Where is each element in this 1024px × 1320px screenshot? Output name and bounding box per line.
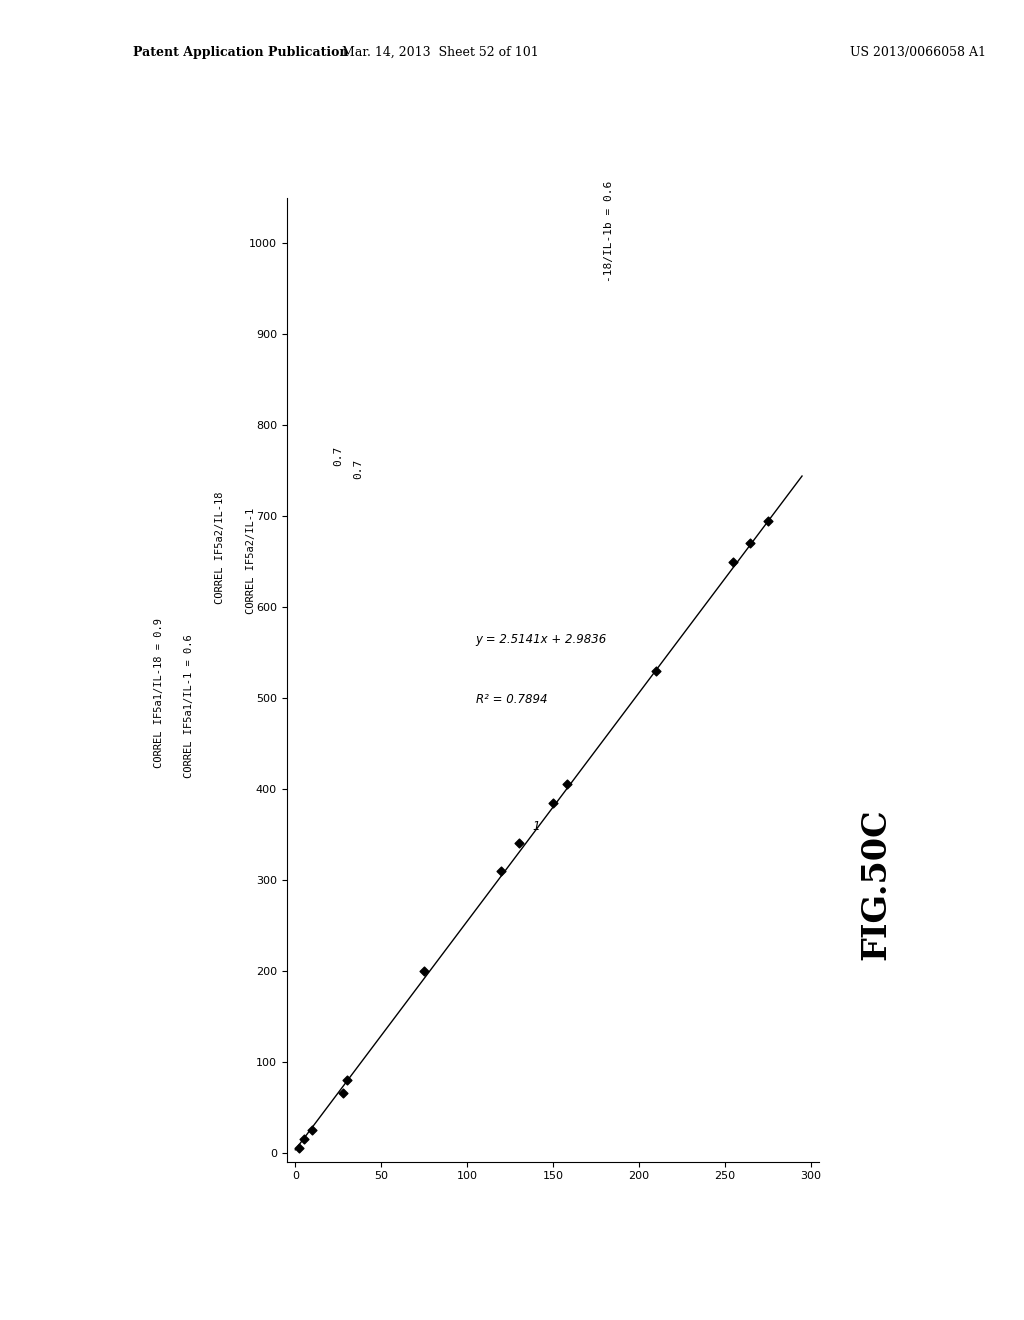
Text: CORREL IF5a1/IL-18 = 0.9: CORREL IF5a1/IL-18 = 0.9 (154, 618, 164, 768)
Point (335, 1082, 351, 1104)
Text: Patent Application Publication: Patent Application Publication (133, 46, 348, 59)
Text: US 2013/0066058 A1: US 2013/0066058 A1 (850, 46, 986, 59)
Text: CORREL IF5a2/IL-1: CORREL IF5a2/IL-1 (246, 508, 256, 614)
Point (296, 1129, 312, 1150)
Text: CORREL IF5a1/IL-1 = 0.6: CORREL IF5a1/IL-1 = 0.6 (184, 635, 195, 777)
Point (742, 533, 759, 554)
Point (416, 960, 432, 981)
Point (760, 510, 776, 531)
Text: -18/IL-1b = 0.6: -18/IL-1b = 0.6 (604, 181, 614, 281)
Point (494, 861, 510, 882)
Text: Mar. 14, 2013  Sheet 52 of 101: Mar. 14, 2013 Sheet 52 of 101 (342, 46, 539, 59)
Point (648, 660, 665, 681)
Point (291, 1138, 307, 1159)
Point (558, 774, 574, 795)
Point (510, 833, 526, 854)
Text: 0.7: 0.7 (333, 445, 343, 466)
Text: CORREL IF5a2/IL-18: CORREL IF5a2/IL-18 (215, 491, 225, 605)
Text: R² = 0.7894: R² = 0.7894 (476, 693, 547, 705)
Point (725, 550, 741, 572)
Text: 1: 1 (532, 820, 540, 833)
Text: FIG.50C: FIG.50C (859, 809, 892, 960)
Text: y = 2.5141x + 2.9836: y = 2.5141x + 2.9836 (476, 634, 607, 647)
Point (304, 1119, 321, 1140)
Text: 0.7: 0.7 (353, 458, 364, 479)
Point (339, 1069, 355, 1090)
Point (545, 792, 561, 813)
